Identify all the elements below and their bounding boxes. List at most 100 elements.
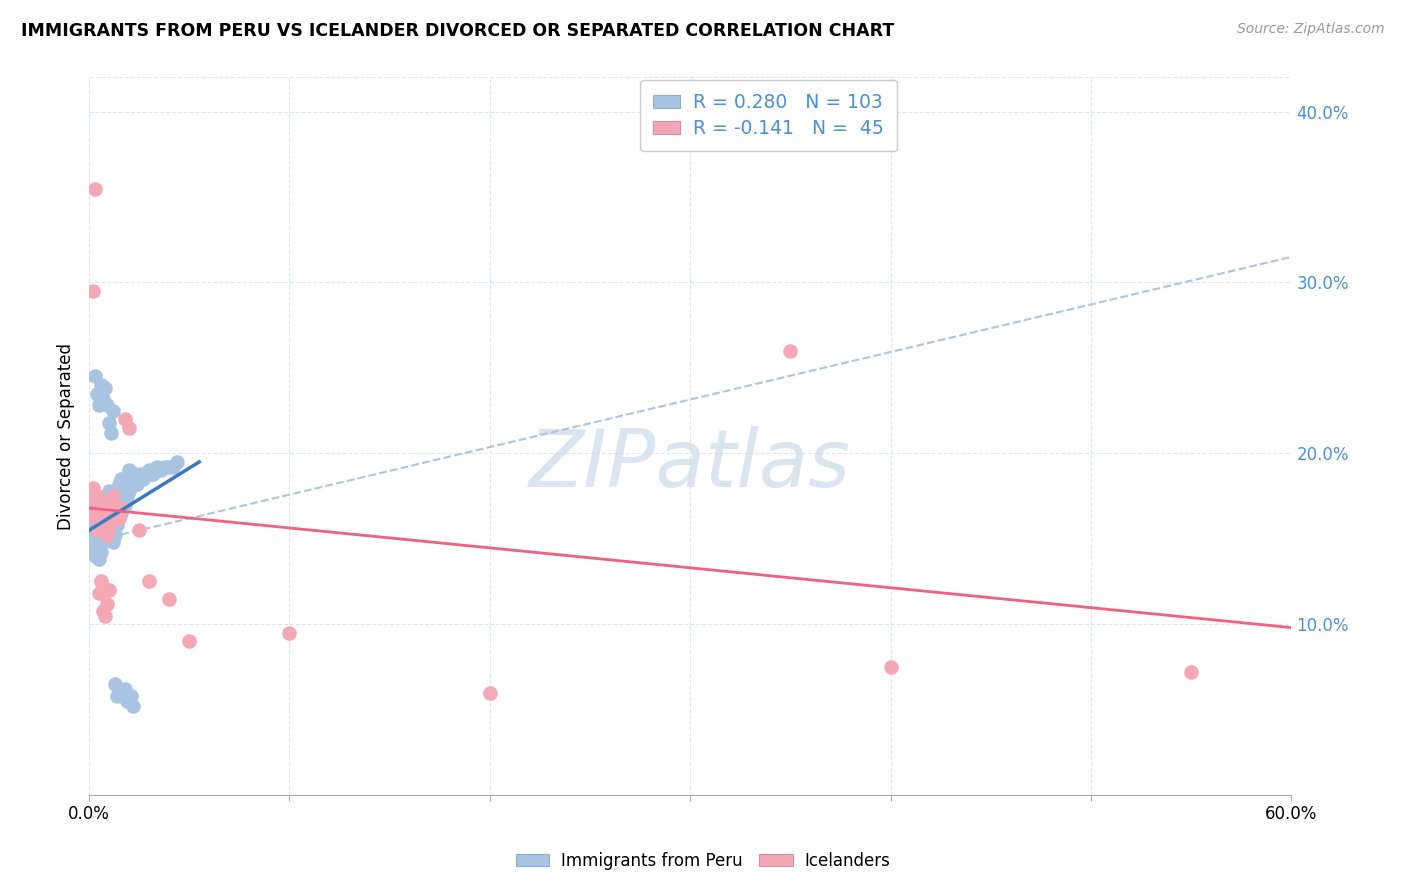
Point (110, 472, 132, 486)
Point (87, 399, 110, 413)
Point (101, 535, 124, 549)
Point (146, 460, 169, 475)
Point (101, 489, 124, 503)
Point (118, 483, 141, 498)
Point (91, 501, 114, 516)
Point (108, 477, 131, 491)
Point (90, 545, 112, 559)
Point (94, 498, 117, 512)
Point (87, 535, 110, 549)
Point (80, 535, 103, 549)
Point (84, 494, 107, 508)
Point (101, 518, 124, 533)
Point (105, 483, 128, 498)
Point (80, 523, 103, 537)
Point (94, 518, 117, 533)
Point (82, 515, 104, 529)
Point (84, 523, 107, 537)
Point (179, 634, 201, 648)
Text: Source: ZipAtlas.com: Source: ZipAtlas.com (1237, 22, 1385, 37)
Point (114, 412, 136, 426)
Text: ZIPatlas: ZIPatlas (529, 426, 851, 504)
Point (114, 477, 136, 491)
Point (84, 535, 107, 549)
Point (82, 528, 104, 542)
Point (278, 625, 301, 640)
Point (108, 494, 131, 508)
Point (90, 532, 112, 546)
Point (150, 463, 173, 477)
Point (100, 518, 122, 533)
Point (124, 467, 146, 481)
Point (84, 181, 107, 195)
Point (86, 541, 108, 555)
Point (86, 489, 108, 503)
Point (90, 494, 112, 508)
Point (138, 574, 160, 589)
Point (141, 467, 163, 481)
Point (94, 511, 117, 525)
Point (86, 523, 108, 537)
Point (91, 506, 114, 520)
Point (108, 511, 131, 525)
Point (96, 597, 118, 611)
Point (101, 501, 124, 516)
Point (104, 677, 127, 691)
Point (98, 501, 121, 516)
Point (478, 685, 501, 699)
Point (114, 682, 136, 697)
Text: IMMIGRANTS FROM PERU VS ICELANDER DIVORCED OR SEPARATED CORRELATION CHART: IMMIGRANTS FROM PERU VS ICELANDER DIVORC… (21, 22, 894, 40)
Point (82, 501, 104, 516)
Point (118, 694, 141, 708)
Point (136, 467, 159, 481)
Point (96, 506, 118, 520)
Point (90, 511, 112, 525)
Point (100, 489, 122, 503)
Point (96, 532, 118, 546)
Point (98, 511, 121, 525)
Point (122, 699, 145, 714)
Point (98, 416, 121, 430)
Point (82, 284, 104, 298)
Point (80, 489, 103, 503)
Legend: R = 0.280   N = 103, R = -0.141   N =  45: R = 0.280 N = 103, R = -0.141 N = 45 (640, 79, 897, 152)
Point (82, 481, 104, 495)
Y-axis label: Divorced or Separated: Divorced or Separated (58, 343, 75, 530)
Point (90, 506, 112, 520)
Point (127, 477, 149, 491)
Point (112, 689, 135, 703)
Point (91, 392, 114, 406)
Point (162, 460, 184, 475)
Point (166, 455, 188, 469)
Point (105, 501, 128, 516)
Point (879, 660, 901, 674)
Point (110, 501, 132, 516)
Point (110, 489, 132, 503)
Point (82, 501, 104, 516)
Point (98, 498, 121, 512)
Point (101, 403, 124, 417)
Point (94, 608, 117, 623)
Point (115, 489, 138, 503)
Point (94, 523, 117, 537)
Point (108, 682, 131, 697)
Point (86, 506, 108, 520)
Point (90, 574, 112, 589)
Point (100, 511, 122, 525)
Point (96, 515, 118, 529)
Point (105, 518, 128, 533)
Point (120, 477, 142, 491)
Point (105, 689, 128, 703)
Point (98, 523, 121, 537)
Point (84, 511, 107, 525)
Point (157, 591, 180, 606)
Point (104, 528, 127, 542)
Point (120, 689, 142, 703)
Point (98, 582, 121, 597)
Point (138, 463, 160, 477)
Point (128, 472, 150, 486)
Point (84, 518, 107, 533)
Point (91, 535, 114, 549)
Point (90, 518, 112, 533)
Point (155, 460, 177, 475)
